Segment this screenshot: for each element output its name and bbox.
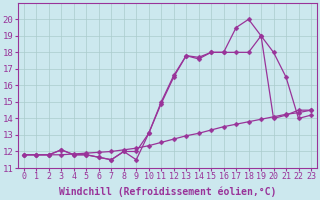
X-axis label: Windchill (Refroidissement éolien,°C): Windchill (Refroidissement éolien,°C) [59, 187, 276, 197]
